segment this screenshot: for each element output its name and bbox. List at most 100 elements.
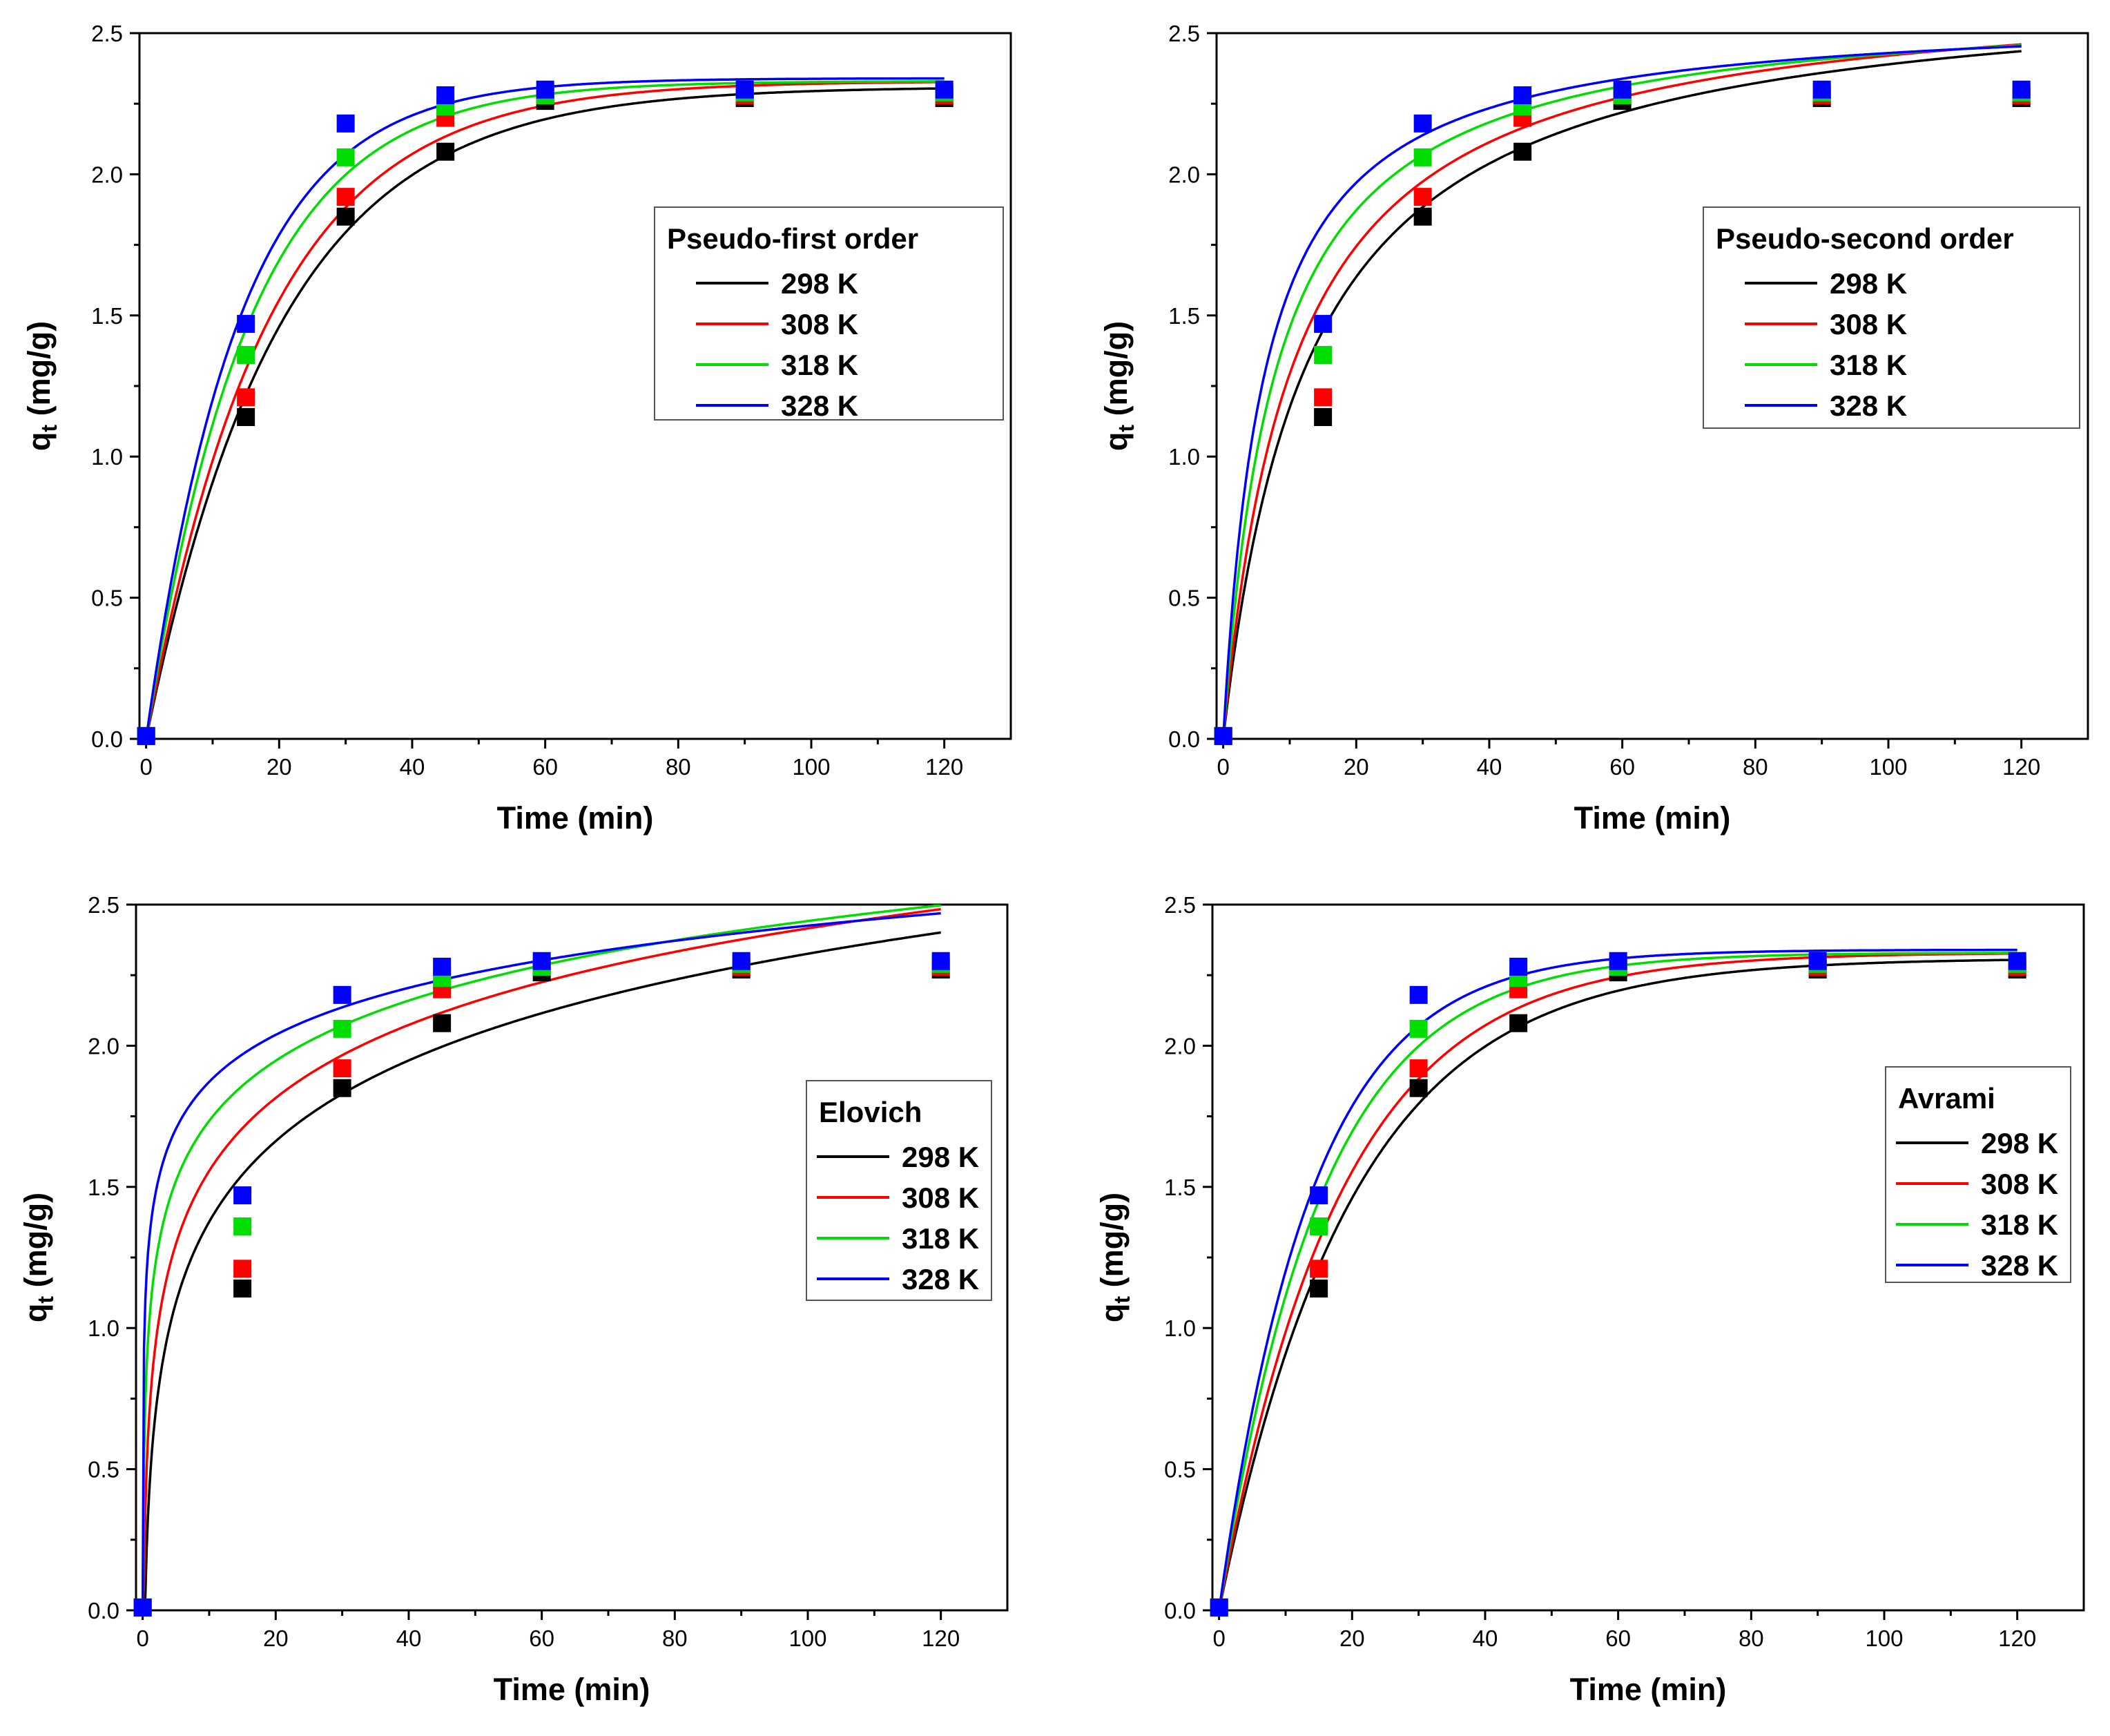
series-328k: [1210, 952, 2026, 1617]
x-tick-label: 100: [1865, 1626, 1903, 1651]
chart-panel-1: 0 20 40 60 80 100 120 0.0 0.5 1.0 1.5 2.0 2.5 Time (m…: [21, 21, 1012, 836]
x-tick-label: 80: [1743, 754, 1768, 780]
y-tick-label: 1.0: [1164, 1315, 1196, 1341]
x-tick-label: 0: [1217, 754, 1229, 780]
legend-box: [806, 1080, 992, 1301]
x-tick-label: 20: [1339, 1626, 1365, 1651]
data-point: [1314, 315, 1333, 334]
x-tick-label: 120: [922, 1626, 960, 1651]
x-tick-label: 120: [1998, 1626, 2036, 1651]
data-point: [735, 80, 754, 99]
legend-label: 328 K: [902, 1263, 979, 1295]
data-point: [1214, 726, 1232, 745]
data-point: [1310, 1186, 1328, 1205]
fit-line-308k: [141, 907, 941, 1610]
data-point: [233, 1279, 252, 1298]
x-tick-label: 40: [400, 754, 425, 780]
fit-line-328k: [1221, 45, 2022, 739]
y-tick-label: 2.5: [1168, 21, 1200, 46]
y-tick-label: 0.5: [88, 1457, 119, 1483]
data-point: [931, 952, 950, 970]
fit-line-298k: [1217, 958, 2017, 1610]
x-tick-label: 60: [529, 1626, 554, 1651]
data-point: [1509, 1014, 1528, 1032]
data-point: [1609, 952, 1627, 970]
y-tick-label: 1.5: [88, 1175, 119, 1200]
data-point: [1413, 188, 1432, 206]
data-point: [1413, 114, 1432, 133]
data-point: [732, 952, 751, 970]
data-point: [1413, 148, 1432, 166]
data-point: [336, 188, 355, 206]
legend-label: 308 K: [902, 1182, 979, 1214]
x-tick-label: 80: [662, 1626, 688, 1651]
x-tick-label: 120: [2002, 754, 2040, 780]
x-axis-title: Time (min): [497, 800, 654, 836]
data-point: [133, 1598, 152, 1617]
data-point: [237, 346, 255, 365]
data-point: [1310, 1217, 1328, 1236]
legend-box: [654, 206, 1004, 421]
y-axis-title: qt (mg/g): [18, 1193, 58, 1322]
y-axis-title: qt (mg/g): [1098, 321, 1139, 451]
data-point: [1314, 388, 1333, 407]
x-tick-label: 40: [1477, 754, 1502, 780]
fit-line-298k: [1221, 50, 2022, 739]
x-tick-label: 60: [1605, 1626, 1631, 1651]
data-point: [336, 207, 355, 226]
legend-label: 308 K: [781, 308, 858, 340]
y-tick-label: 1.5: [91, 303, 123, 329]
data-point: [1509, 957, 1528, 976]
data-point: [532, 952, 551, 970]
legend-title: Elovich: [819, 1096, 922, 1128]
y-tick-label: 2.5: [1164, 892, 1196, 918]
legend: Pseudo-second order 298 K 308 K 318 K 328 K: [1703, 206, 2080, 429]
chart-panel-2: 0 20 40 60 80 100 120 0.0 0.5 1.0 1.5 2.0 2.5 Time (m…: [1098, 21, 2089, 836]
data-point: [436, 142, 455, 161]
y-tick-label: 0.5: [1168, 586, 1200, 611]
data-point: [1409, 1019, 1428, 1038]
legend-label: 298 K: [902, 1141, 979, 1173]
y-tick-label: 2.0: [91, 162, 123, 187]
y-tick-label: 1.0: [1168, 444, 1200, 470]
data-point: [1310, 1260, 1328, 1278]
data-point: [233, 1186, 252, 1205]
legend-label: 328 K: [1981, 1249, 2058, 1282]
legend-title: Pseudo-second order: [1716, 222, 2014, 255]
series-318k: [1210, 954, 2026, 1617]
data-point: [1409, 985, 1428, 1004]
legend-label: 318 K: [781, 349, 858, 381]
legend-label: 318 K: [1830, 349, 1907, 381]
y-tick-label: 2.0: [88, 1033, 119, 1059]
y-tick-label: 0.0: [1164, 1598, 1196, 1623]
y-tick-label: 0.0: [1168, 726, 1200, 752]
y-tick-label: 2.5: [91, 21, 123, 46]
y-tick-label: 0.0: [88, 1598, 119, 1623]
legend-title: Avrami: [1898, 1082, 1995, 1115]
fit-line-298k: [142, 931, 941, 1610]
legend-label: 308 K: [1830, 308, 1907, 340]
x-tick-label: 0: [139, 754, 152, 780]
data-point: [137, 726, 155, 745]
x-tick-label: 40: [1473, 1626, 1498, 1651]
x-tick-label: 60: [532, 754, 558, 780]
x-axis-title: Time (min): [494, 1672, 650, 1707]
data-point: [2012, 80, 2031, 99]
x-tick-label: 20: [1344, 754, 1369, 780]
x-axis-title: Time (min): [1574, 800, 1731, 836]
legend-label: 328 K: [1830, 389, 1907, 422]
data-point: [1409, 1079, 1428, 1097]
legend-label: 318 K: [902, 1222, 979, 1255]
x-tick-label: 100: [1869, 754, 1907, 780]
series-328k: [137, 80, 954, 745]
x-tick-label: 80: [1739, 1626, 1764, 1651]
data-point: [1409, 1059, 1428, 1078]
series-298k: [1210, 961, 2026, 1617]
data-point: [237, 407, 255, 426]
x-axis-title: Time (min): [1570, 1672, 1727, 1707]
data-point: [1513, 86, 1532, 104]
x-tick-label: 100: [788, 1626, 826, 1651]
fit-line-298k: [144, 87, 945, 739]
legend: Elovich 298 K 308 K 318 K 328 K: [806, 1080, 992, 1301]
